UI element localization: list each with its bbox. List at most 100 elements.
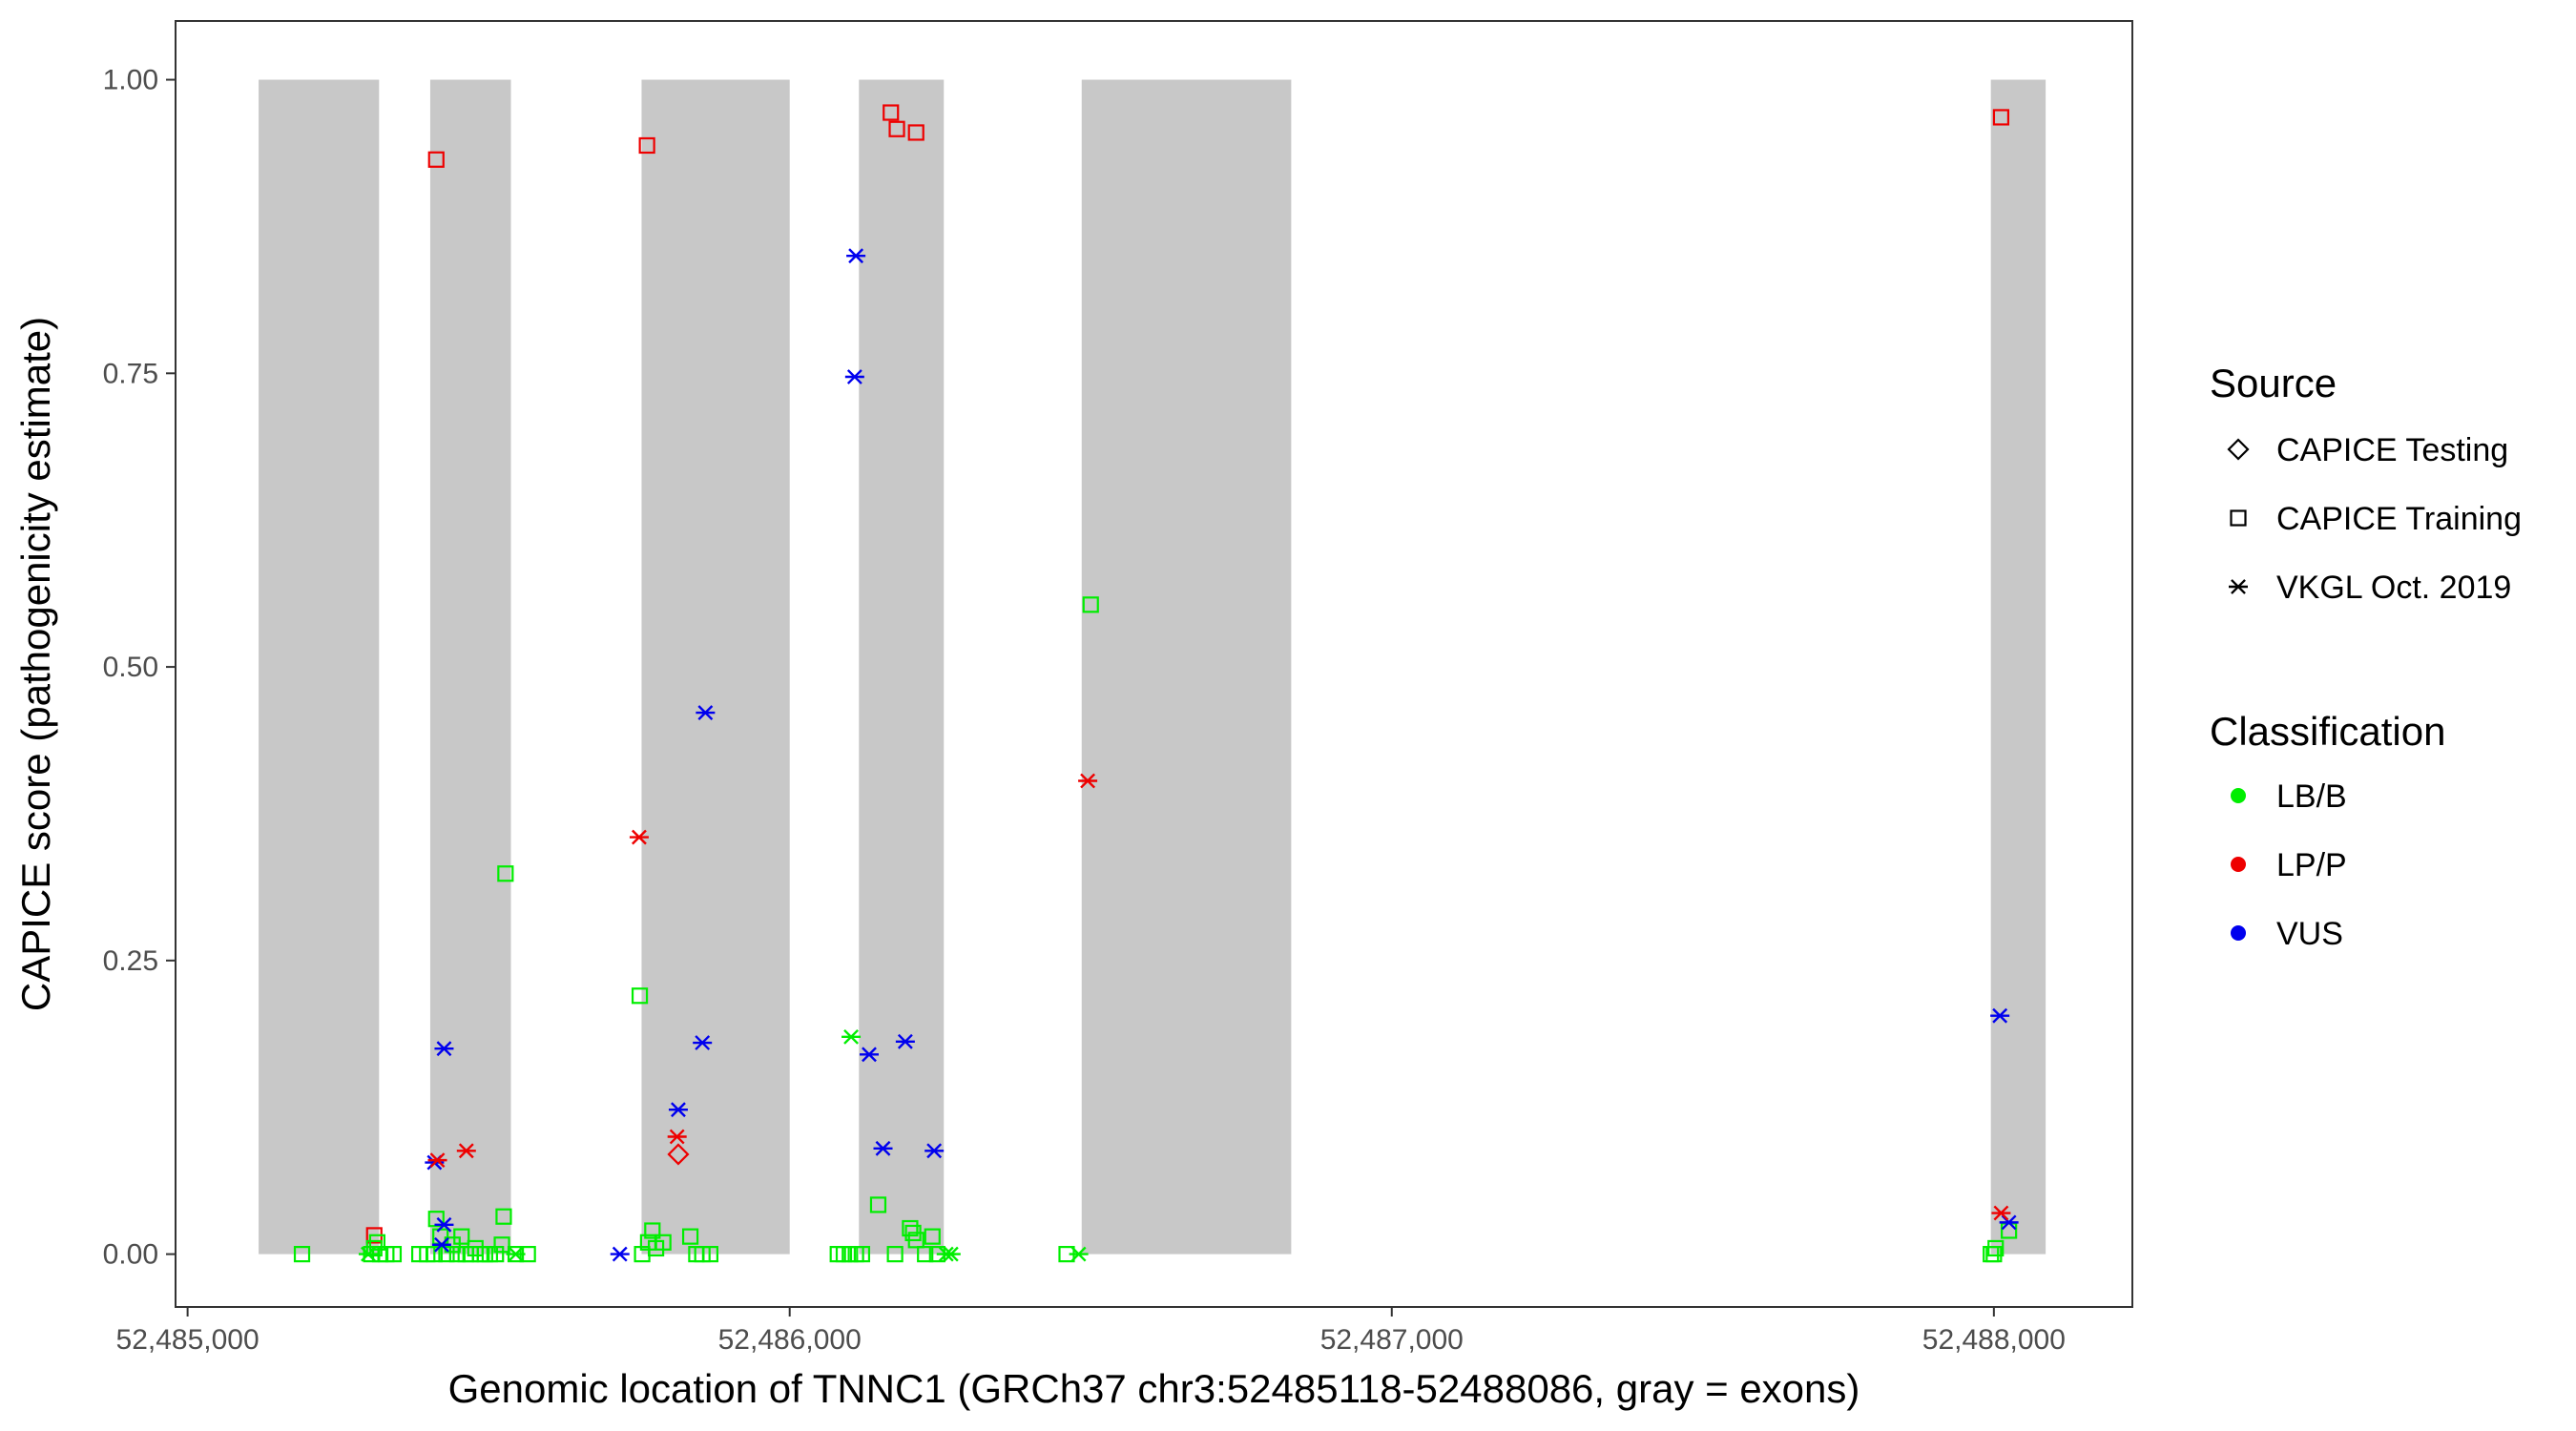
x-tick-label: 52,488,000 xyxy=(1922,1324,2066,1356)
data-point-square xyxy=(886,1246,904,1263)
data-point-square xyxy=(924,1228,941,1245)
data-point-asterisk xyxy=(668,1102,688,1118)
data-point-asterisk xyxy=(696,705,716,721)
data-point-square xyxy=(907,124,924,141)
data-point-square xyxy=(654,1234,672,1251)
data-point-asterisk xyxy=(629,829,649,845)
legend-source-title: Source xyxy=(2210,361,2337,405)
x-tick-label: 52,486,000 xyxy=(718,1324,862,1356)
data-point-asterisk xyxy=(693,1035,713,1050)
data-point-asterisk xyxy=(667,1129,687,1145)
data-point-square xyxy=(448,1246,466,1263)
data-point-asterisk xyxy=(610,1246,630,1262)
exon-band-1 xyxy=(259,79,380,1255)
data-point-square xyxy=(853,1246,871,1263)
data-point-square xyxy=(888,120,905,137)
x-tick-label: 52,487,000 xyxy=(1320,1324,1464,1356)
legend-classification-label: LP/P xyxy=(2276,847,2347,883)
data-point-asterisk xyxy=(506,1246,526,1262)
data-point-square xyxy=(869,1196,887,1213)
y-axis: 0.00 0.25 0.50 0.75 1.00 xyxy=(103,65,176,1271)
y-tick-label: 1.00 xyxy=(103,65,158,96)
legend-source-label: CAPICE Training xyxy=(2276,501,2522,537)
data-point-square xyxy=(1992,109,2010,126)
y-tick-label: 0.50 xyxy=(103,652,158,683)
legend-classification-items: LB/B LP/P VUS xyxy=(2231,778,2347,952)
data-point-square xyxy=(644,1222,661,1239)
data-point-asterisk xyxy=(873,1140,893,1156)
legend-key-dot xyxy=(2231,857,2246,872)
data-point-square xyxy=(907,1232,924,1249)
y-tick-label: 0.25 xyxy=(103,945,158,977)
data-point-square xyxy=(293,1246,311,1263)
data-point-asterisk xyxy=(1069,1246,1089,1262)
data-point-asterisk xyxy=(1990,1007,2010,1024)
data-point-square xyxy=(701,1246,718,1263)
legend-classification-title: Classification xyxy=(2210,709,2445,754)
data-point-square xyxy=(368,1234,386,1251)
data-point-asterisk xyxy=(431,1236,451,1253)
legend-source-label: CAPICE Testing xyxy=(2276,432,2508,468)
data-point-asterisk xyxy=(924,1143,945,1159)
legend-key-dot xyxy=(2231,788,2246,803)
data-point-square xyxy=(493,1236,510,1254)
data-point-square xyxy=(497,865,514,882)
legend-key-diamond xyxy=(2227,438,2250,461)
data-point-square xyxy=(1082,596,1099,613)
data-point-square xyxy=(438,1246,455,1263)
data-point-asterisk xyxy=(841,1028,862,1045)
legend-source-items: CAPICE Testing CAPICE Training VKGL Oct. 2… xyxy=(2227,432,2522,606)
data-point-square xyxy=(427,1211,445,1228)
data-point-square xyxy=(384,1246,403,1263)
data-point-asterisk xyxy=(846,248,866,264)
legend-source-label: VKGL Oct. 2019 xyxy=(2276,570,2511,606)
plot-panel-border xyxy=(175,20,2133,1308)
exon-band-6 xyxy=(1990,79,2046,1255)
data-point-asterisk xyxy=(1078,773,1098,789)
x-axis-title: Genomic location of TNNC1 (GRCh37 chr3:5… xyxy=(448,1366,1860,1411)
legend-key-square xyxy=(2230,509,2247,527)
data-point-asterisk xyxy=(1991,1205,2011,1221)
y-tick-label: 0.00 xyxy=(103,1239,158,1271)
exon-band-2 xyxy=(429,79,511,1255)
data-point-square xyxy=(488,1246,505,1263)
exon-bands xyxy=(259,79,2046,1255)
legend-key-dot xyxy=(2231,925,2246,941)
exon-band-4 xyxy=(859,79,945,1255)
data-point-square xyxy=(631,987,649,1005)
data-point-square xyxy=(902,1219,919,1237)
data-point-square xyxy=(1985,1246,2003,1263)
exon-band-5 xyxy=(1081,79,1292,1255)
data-point-asterisk xyxy=(941,1246,961,1262)
y-axis-title: CAPICE score (pathogenicity estimate) xyxy=(13,317,58,1011)
data-point-asterisk xyxy=(860,1047,880,1063)
data-point-square xyxy=(883,104,900,121)
data-points xyxy=(293,104,2019,1263)
x-axis: 52,485,000 52,486,000 52,487,000 52,488,000 xyxy=(116,1307,2066,1356)
data-point-asterisk xyxy=(434,1041,454,1057)
data-point-square xyxy=(638,136,655,155)
data-point-square xyxy=(426,1246,443,1263)
data-point-square xyxy=(427,151,445,168)
data-point-square xyxy=(681,1228,699,1245)
data-point-square xyxy=(453,1228,470,1245)
data-point-square xyxy=(1987,1239,2005,1257)
x-tick-label: 52,485,000 xyxy=(116,1324,260,1356)
data-point-square xyxy=(495,1208,512,1225)
legend-classification-label: VUS xyxy=(2276,916,2343,952)
data-point-asterisk xyxy=(358,1246,378,1262)
data-point-asterisk xyxy=(844,369,864,384)
data-point-asterisk xyxy=(895,1033,915,1049)
legend-classification-label: LB/B xyxy=(2276,778,2347,815)
data-point-square xyxy=(917,1246,934,1263)
data-point-asterisk xyxy=(434,1216,454,1233)
exon-band-3 xyxy=(641,79,790,1255)
data-point-asterisk xyxy=(427,1152,447,1169)
legend: Source CAPICE Testing CAPICE Training VKGL… xyxy=(2210,361,2522,952)
legend-key-asterisk xyxy=(2229,579,2248,594)
data-point-asterisk xyxy=(456,1143,476,1159)
data-point-square xyxy=(365,1239,383,1257)
data-point-diamond xyxy=(667,1143,690,1166)
y-tick-label: 0.75 xyxy=(103,358,158,389)
